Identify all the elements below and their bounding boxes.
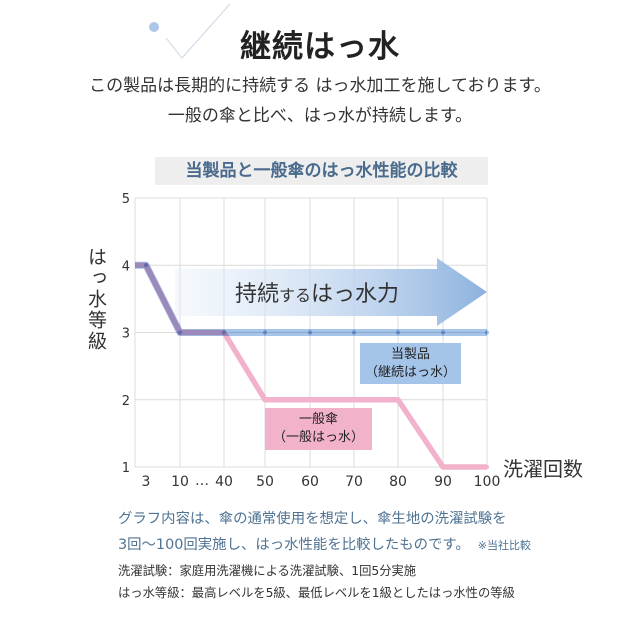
point-0-50 (263, 330, 267, 335)
x-tick-label-70: 70 (345, 474, 363, 490)
description-line-2: 3回～100回実施し、はっ水性能を比較したものです。 ※当社比較 (118, 535, 531, 556)
chart-series (135, 261, 489, 470)
x-tick-label-100: 100 (474, 474, 501, 490)
decoration (149, 3, 231, 59)
arrow-label-part-3: はっ水力 (311, 282, 399, 307)
point-0-10 (178, 330, 182, 335)
chart-title: 当製品と一般傘のはっ水性能の比較 (155, 157, 488, 185)
description-line-1: グラフ内容は、傘の通常使用を想定し、傘生地の洗濯試験を (118, 511, 507, 527)
point-0-70 (352, 330, 356, 335)
legend-name-product: 当製品 (390, 347, 430, 362)
legend-sub-general: （一般はっ水） (272, 430, 364, 445)
chart-ticks: 1 2 3 4 5 3 10 40 50 60 70 80 90 100 … (122, 192, 501, 490)
y-tick-label-4: 4 (122, 259, 130, 274)
page-title: 継続はっ水 (240, 29, 400, 65)
lead-line-2: 一般の傘と比べ、はっ水が持続します。 (167, 106, 473, 126)
y-axis-label: はっ水等級 (85, 247, 107, 352)
x-tick-label-10: 10 (171, 474, 189, 490)
legend-box-general: 一般傘 （一般はっ水） (265, 408, 372, 450)
point-0-3 (144, 263, 148, 268)
trend-arrow (175, 258, 487, 326)
wash-test-note: 洗濯試験：家庭用洗濯機による洗濯試験、1回5分実施 (118, 564, 417, 578)
point-1-50 (263, 397, 267, 402)
decor-line (165, 3, 231, 59)
point-1-70 (352, 397, 356, 402)
arrow-label-part-1: 持続 (235, 282, 279, 307)
point-1-100 (485, 465, 489, 469)
x-tick-label-40: 40 (215, 474, 233, 490)
point-0-80 (396, 330, 400, 335)
y-tick-label-3: 3 (122, 327, 130, 342)
grade-definition-note: はっ水等級：最高レベルを5級、最低レベルを1級としたはっ水性の等級 (118, 586, 515, 600)
point-1-80 (396, 397, 400, 402)
arrow-label-part-2: する (279, 286, 311, 305)
series-line-0 (135, 261, 487, 336)
comparison-remark: ※当社比較 (477, 539, 531, 552)
point-1-90 (441, 465, 445, 469)
decor-dot (149, 22, 159, 32)
point-0-100 (485, 330, 489, 335)
legend-sub-product: （継続はっ水） (364, 365, 456, 380)
lead-line-1: この製品は長期的に持続する はっ水加工を施しております。 (89, 76, 551, 96)
x-axis-label: 洗濯回数 (503, 457, 583, 481)
description-line-2-text: 3回～100回実施し、はっ水性能を比較したものです。 (118, 537, 470, 553)
y-tick-label-1: 1 (122, 461, 130, 476)
legend-name-general: 一般傘 (298, 412, 338, 427)
x-tick-label-50: 50 (256, 474, 274, 490)
point-0-60 (308, 330, 312, 335)
arrow-label: 持続するはっ水力 (235, 282, 399, 307)
point-0-40 (222, 330, 226, 335)
x-tick-label-90: 90 (434, 474, 452, 490)
y-tick-label-2: 2 (122, 394, 130, 409)
x-tick-label-60: 60 (301, 474, 319, 490)
arrow-annotation: 持続するはっ水力 (175, 258, 487, 326)
x-tick-label-80: 80 (389, 474, 407, 490)
y-tick-label-5: 5 (122, 192, 130, 207)
point-0-90 (441, 330, 445, 335)
point-1-60 (308, 397, 312, 402)
x-axis-break-label: … (195, 473, 209, 489)
x-tick-label-3: 3 (142, 474, 151, 490)
legend-box-product: 当製品 （継続はっ水） (360, 343, 461, 384)
